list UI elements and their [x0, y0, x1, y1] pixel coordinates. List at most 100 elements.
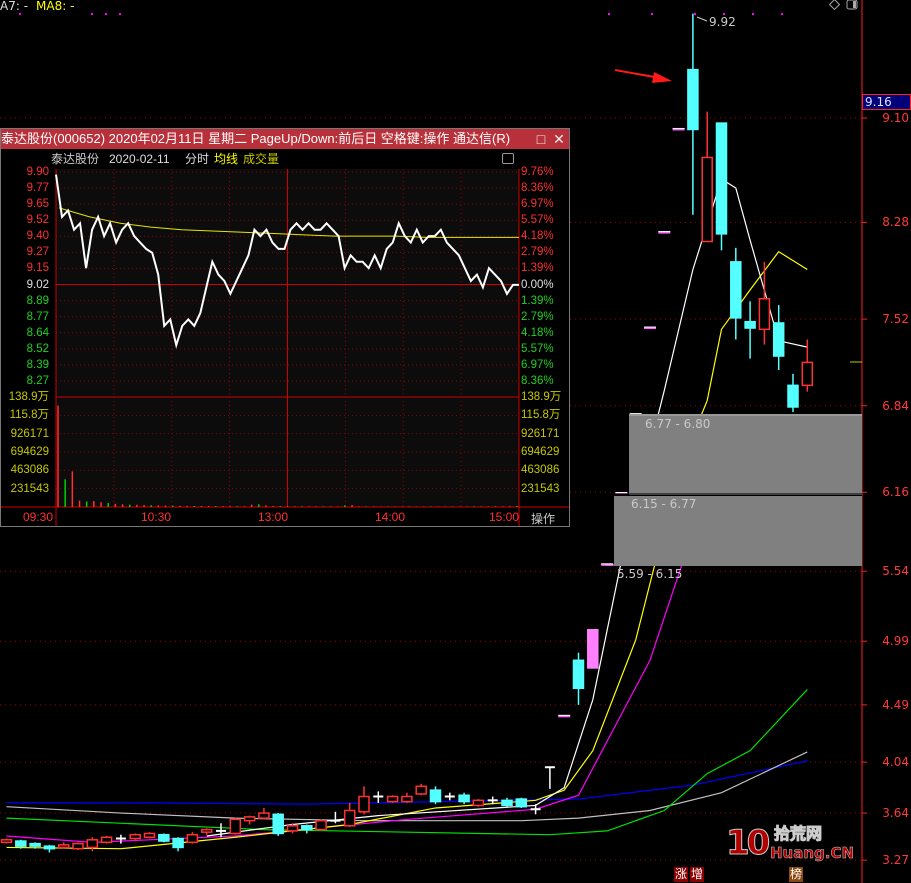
candle[interactable] — [129, 833, 141, 840]
candle-body — [258, 812, 270, 819]
candle[interactable] — [758, 261, 771, 345]
intraday-chart[interactable] — [1, 129, 569, 526]
candle[interactable] — [715, 122, 728, 251]
candle[interactable] — [501, 797, 513, 807]
candle[interactable] — [258, 807, 270, 820]
candle[interactable] — [43, 844, 56, 853]
candle[interactable] — [286, 823, 299, 834]
candle[interactable] — [672, 127, 685, 131]
avg-line-legend[interactable]: 均线 — [214, 152, 239, 166]
candle[interactable] — [458, 792, 470, 805]
candle[interactable] — [644, 326, 656, 330]
volume-tick-right: 926171 — [521, 427, 560, 440]
tag-zeng[interactable]: 增 — [690, 867, 705, 882]
maximize-button[interactable]: □ — [536, 131, 546, 147]
candle[interactable] — [472, 799, 485, 807]
candle[interactable] — [358, 786, 370, 815]
candle[interactable] — [229, 818, 242, 835]
candle[interactable] — [615, 492, 628, 495]
candle[interactable] — [272, 813, 284, 836]
candle[interactable] — [301, 824, 313, 834]
candle[interactable] — [429, 786, 442, 805]
intraday-window[interactable]: 泰达股份(000652) 2020年02月11日 星期二 PageUp/Down… — [0, 128, 570, 527]
candle[interactable] — [401, 792, 413, 803]
time-tick: 13:00 — [258, 510, 289, 524]
candle[interactable] — [544, 766, 555, 789]
candle[interactable] — [158, 833, 170, 843]
candle[interactable] — [730, 247, 742, 340]
pct-tick-right: 0.00% — [521, 278, 554, 291]
panel-toggle-icon[interactable] — [846, 0, 858, 10]
diamond-icon[interactable] — [828, 0, 841, 11]
ma-legend: A7: - MA8: - — [0, 0, 82, 14]
candle[interactable] — [373, 791, 384, 803]
candle[interactable] — [86, 837, 99, 852]
candle-body — [29, 842, 41, 847]
close-button[interactable]: ✕ — [553, 131, 565, 147]
candle[interactable] — [744, 301, 756, 359]
current-price-badge: 9.16 — [862, 94, 911, 110]
tag-zhang[interactable]: 涨 — [674, 867, 689, 882]
candle[interactable] — [200, 828, 213, 835]
candle[interactable] — [330, 811, 341, 824]
candle[interactable] — [772, 305, 785, 371]
time-tick: 10:30 — [141, 510, 172, 524]
candle[interactable] — [186, 832, 199, 844]
candle[interactable] — [444, 792, 455, 801]
candle-body — [43, 845, 56, 850]
price-tick-label: 5.54 — [882, 564, 909, 579]
candle[interactable] — [530, 804, 541, 815]
candle[interactable] — [415, 783, 427, 796]
candle-body — [0, 839, 13, 844]
candle[interactable] — [601, 563, 614, 566]
price-tick-label: 4.49 — [882, 697, 909, 712]
candle[interactable] — [72, 842, 84, 850]
candle[interactable] — [15, 839, 27, 849]
candle[interactable] — [172, 837, 184, 852]
high-pointer — [696, 16, 708, 22]
signal-dot — [752, 13, 754, 15]
candle[interactable] — [0, 838, 13, 844]
candle[interactable] — [29, 842, 41, 849]
candle[interactable] — [243, 815, 256, 825]
candle[interactable] — [386, 795, 399, 803]
candle[interactable] — [315, 819, 327, 831]
layout-toggle-icon[interactable] — [502, 153, 514, 164]
candle[interactable] — [787, 373, 799, 413]
candle-body — [343, 809, 356, 827]
candle[interactable] — [57, 842, 70, 849]
volume-tick-right: 115.8万 — [521, 409, 561, 422]
candle-body — [472, 799, 485, 807]
candle[interactable] — [487, 796, 498, 805]
candle[interactable] — [515, 797, 528, 808]
volume-legend[interactable]: 成交量 — [243, 152, 280, 166]
candle[interactable] — [216, 823, 226, 838]
candle[interactable] — [558, 714, 571, 718]
intraday-subheader: 泰达股份 2020-02-11 分时 均线 成交量 — [1, 149, 569, 169]
operate-button[interactable]: 操作 — [531, 512, 556, 526]
price-tick-left: 9.52 — [26, 214, 49, 227]
candle-body — [744, 320, 756, 329]
volume-tick-left: 231543 — [10, 482, 49, 495]
candle[interactable] — [701, 111, 713, 243]
pct-tick-right: 4.18% — [521, 326, 554, 339]
candle[interactable] — [115, 834, 126, 844]
pct-tick-right: 6.97% — [521, 198, 554, 211]
candle[interactable] — [343, 802, 356, 828]
candle[interactable] — [801, 339, 814, 392]
candle[interactable] — [658, 231, 671, 234]
signal-dot — [651, 13, 653, 15]
time-tick: 15:00 — [489, 510, 520, 524]
intraday-title-bar[interactable]: 泰达股份(000652) 2020年02月11日 星期二 PageUp/Down… — [1, 129, 569, 149]
price-tick-left: 9.90 — [26, 166, 49, 178]
candle-body — [386, 795, 399, 803]
candle-body — [286, 825, 299, 832]
ma7-label: A7: - — [0, 0, 29, 13]
candle[interactable] — [100, 835, 113, 844]
tag-bang[interactable]: 榜 — [789, 867, 804, 882]
candle[interactable] — [143, 832, 156, 839]
candle[interactable] — [572, 652, 585, 705]
time-tick: 09:30 — [23, 510, 54, 524]
candle[interactable] — [687, 13, 699, 215]
candle[interactable] — [587, 628, 599, 669]
